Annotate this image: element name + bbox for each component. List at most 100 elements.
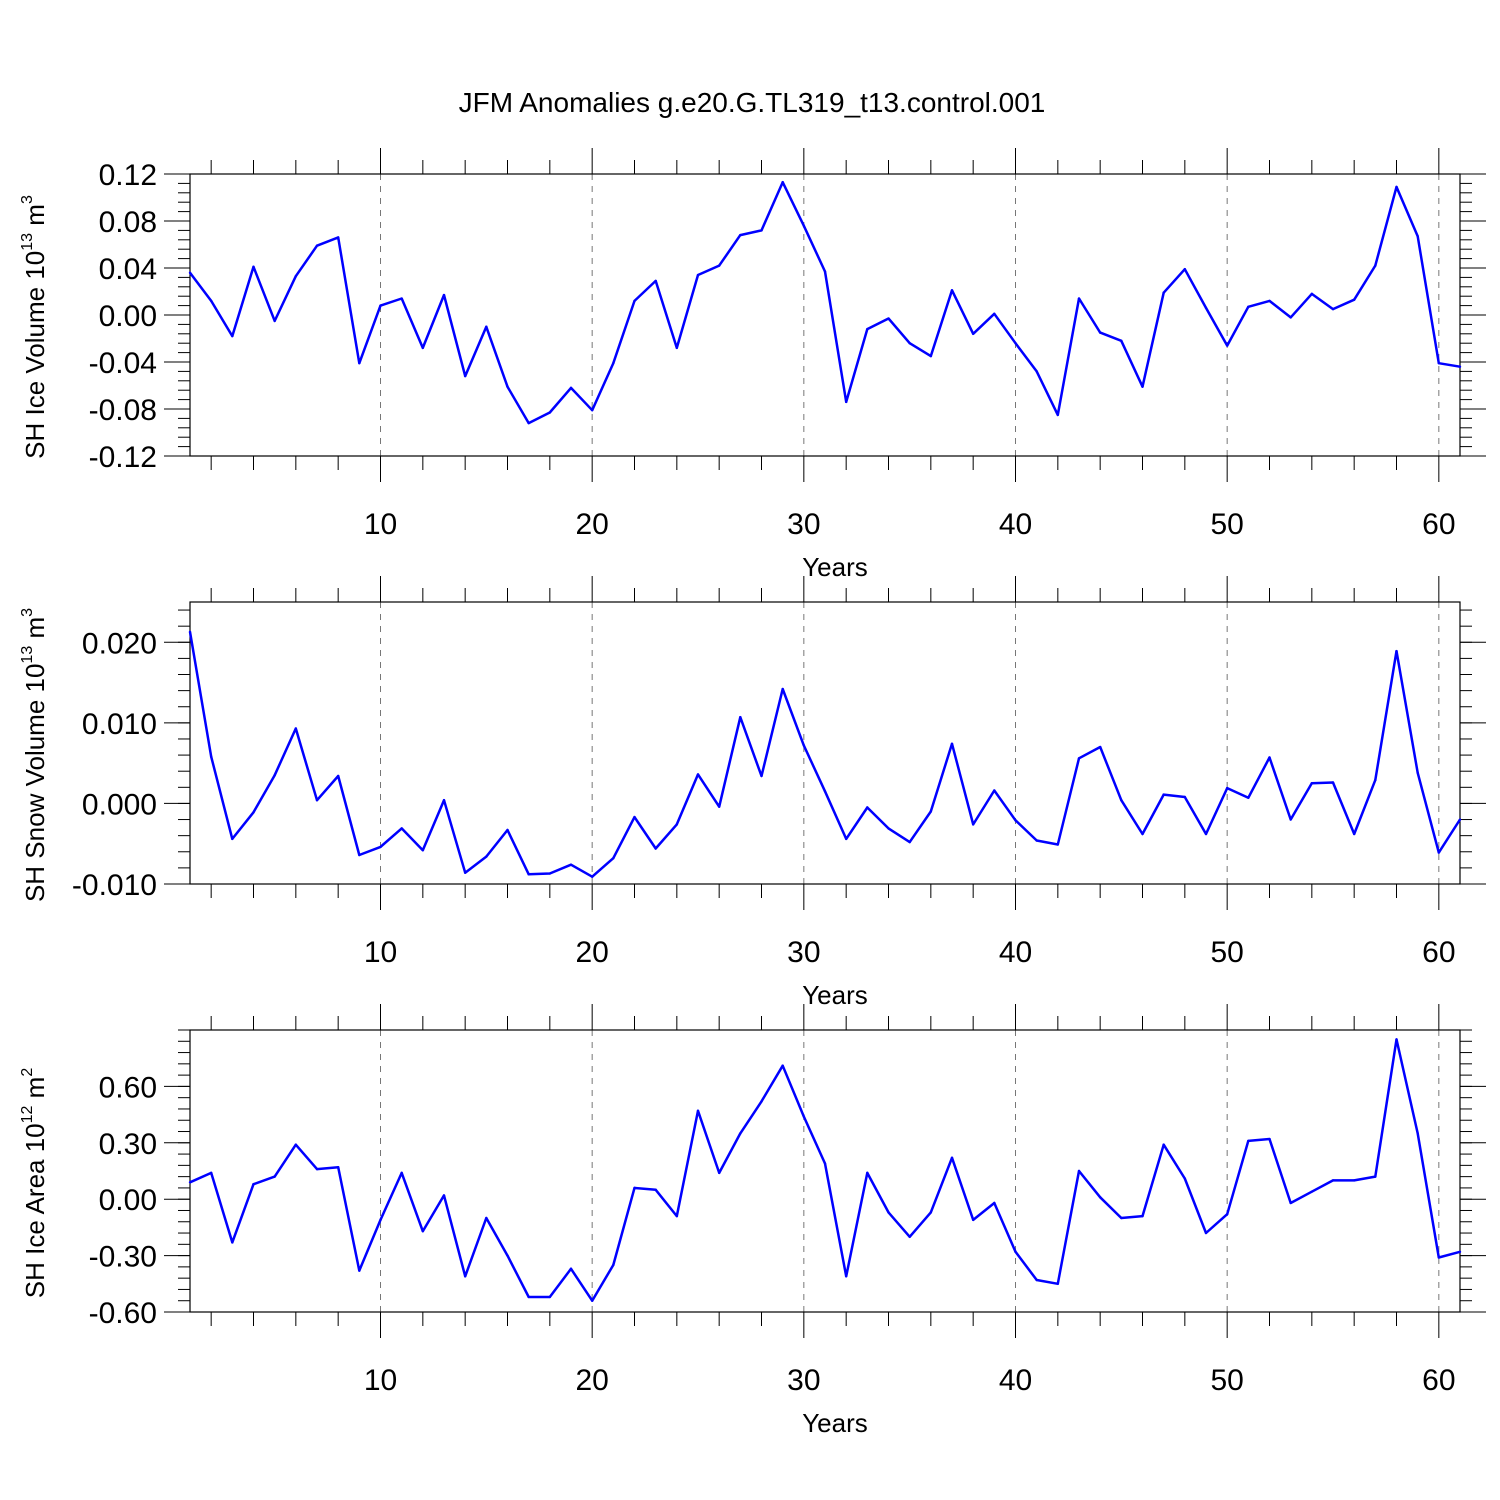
data-point [1162,1143,1165,1146]
x-tick-label: 40 [999,936,1032,969]
data-point [696,773,700,776]
x-tick-label: 40 [999,1364,1032,1397]
chart-panel-2: 10 20 30 40 50 60 0.020 0.010 0.000 -0.010 Years SH… [19,576,1486,1010]
data-point [929,810,933,813]
data-point [929,354,933,358]
data-point [1352,298,1356,301]
data-point [717,1171,721,1175]
y-tick-label: 0.60 [99,1071,157,1104]
y-tick-label: 0.30 [99,1128,157,1161]
chart-panel-3: 10 20 30 40 50 60 0.60 0.30 0.00 -0.30 -0.60 Years S… [19,1004,1486,1438]
y-axis-label-unit-exponent: 2 [19,1068,36,1077]
data-point [569,1267,573,1270]
data-point [421,346,425,350]
data-point [1395,1038,1398,1041]
data-point [844,1275,848,1278]
data-point [400,297,403,300]
y-axis-label-exponent: 13 [19,646,36,664]
data-point [633,1186,636,1190]
data-point [548,411,552,414]
data-point [294,1143,298,1146]
data-point [675,823,679,826]
data-point [569,863,573,866]
data-point [866,1171,869,1175]
data-point [590,1299,594,1302]
data-point [781,181,784,184]
data-point [273,319,276,323]
data-point [1416,1132,1419,1135]
data-point [1331,307,1335,311]
data-point [1098,331,1102,334]
data-point [1458,818,1462,821]
data-point [1077,1169,1081,1173]
data-point [887,827,890,830]
data-point [633,299,636,303]
data-point [358,1269,361,1272]
data-point [1204,832,1208,836]
data-point [379,304,382,307]
data-point [950,742,954,746]
data-point [696,273,700,277]
y-axis-label-exponent: 13 [19,233,36,251]
data-point [1268,1137,1271,1141]
data-point [209,755,213,758]
data-point [1077,297,1081,300]
data-point [1352,832,1356,836]
data-point [971,823,975,826]
data-point [908,840,911,844]
x-tick-label: 10 [364,936,397,969]
data-point [294,727,298,730]
y-tick-label: -0.08 [89,394,157,427]
data-point [612,361,615,365]
data-point [252,265,255,269]
x-tick-label: 10 [364,1364,397,1397]
data-point [1437,1256,1441,1259]
data-point [929,1211,933,1214]
data-point [379,845,382,849]
data-point [1352,1179,1356,1182]
data-point [1056,843,1060,846]
data-point [1374,264,1377,267]
data-point [506,385,509,388]
y-tick-label: 0.00 [99,300,157,333]
data-point [421,1229,425,1233]
series-line [188,631,1462,878]
data-point [1247,305,1250,308]
data-point [1035,1278,1038,1282]
x-tick-label: 50 [1210,936,1243,969]
data-point [823,790,827,793]
data-point [231,1241,234,1244]
y-axis-label-text: SH Ice Volume 10 [20,251,50,459]
y-axis-label-unit-exponent: 3 [19,195,36,204]
x-tick-label: 30 [787,936,820,969]
x-tick-label: 30 [787,1364,820,1397]
data-point [654,279,657,283]
data-point [866,806,869,809]
data-point [1289,1201,1292,1205]
data-point [400,1171,403,1175]
data-point [1416,235,1419,238]
data-point [1120,799,1123,802]
data-point [294,275,298,278]
data-point [612,857,615,860]
data-point [1268,756,1271,759]
data-point [209,1171,213,1175]
data-point [760,1100,763,1103]
data-point [760,229,763,232]
data-point [1247,796,1250,799]
data-point [717,805,721,808]
data-point [1331,781,1335,784]
data-point [781,687,784,691]
data-point [866,327,869,331]
data-point [506,828,509,832]
data-point [908,1235,911,1239]
data-point [802,1115,806,1118]
data-point [1183,1177,1187,1180]
data-point [252,1182,255,1186]
data-point [739,716,742,719]
data-point [1395,649,1398,653]
x-tick-label: 60 [1422,1364,1455,1397]
y-tick-label: -0.010 [72,869,157,902]
data-point [1035,839,1038,842]
